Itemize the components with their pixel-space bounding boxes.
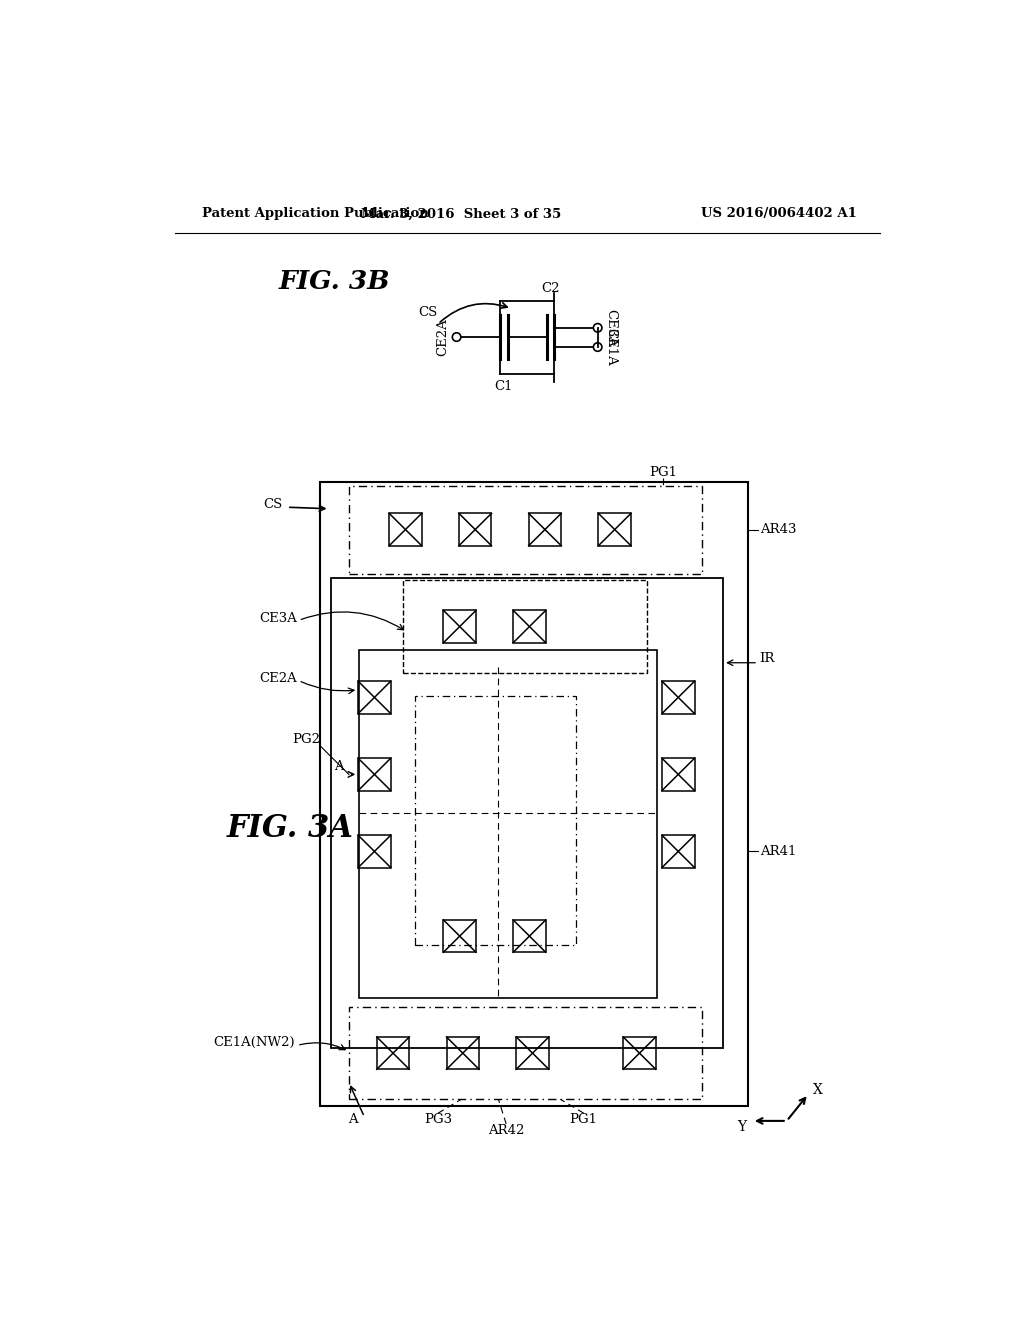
Bar [443,610,476,643]
Bar [662,681,694,714]
Bar [415,696,575,945]
Text: IR: IR [760,652,775,665]
Bar [321,482,748,1106]
Text: CE3A: CE3A [259,612,297,626]
Text: C1: C1 [495,380,513,393]
Text: X: X [813,1084,823,1097]
Bar [403,581,647,673]
Bar [598,513,631,545]
Text: AR41: AR41 [760,845,796,858]
Text: Patent Application Publication: Patent Application Publication [202,207,428,220]
Text: CE3A: CE3A [604,309,617,347]
Bar [358,681,391,714]
Bar [331,578,723,1048]
Bar [528,513,561,545]
Text: CS: CS [264,499,283,511]
Text: A: A [334,760,344,774]
Text: CE2A: CE2A [436,318,450,356]
Bar [662,836,694,867]
Text: Mar. 3, 2016  Sheet 3 of 35: Mar. 3, 2016 Sheet 3 of 35 [361,207,561,220]
Bar [389,513,422,545]
Bar [443,920,476,952]
Bar [513,610,546,643]
Text: CE1A: CE1A [604,329,617,366]
Text: PG1: PG1 [649,466,677,479]
Text: US 2016/0064402 A1: US 2016/0064402 A1 [701,207,857,220]
Text: PG2: PG2 [292,733,321,746]
Text: FIG. 3B: FIG. 3B [280,269,390,294]
Text: AR42: AR42 [488,1123,524,1137]
Bar [358,758,391,791]
Text: Y: Y [737,1121,746,1134]
Bar [359,649,656,998]
Bar [513,920,546,952]
Text: FIG. 3A: FIG. 3A [227,813,354,843]
Text: AR43: AR43 [760,523,796,536]
Text: PG3: PG3 [424,1113,452,1126]
Text: CE1A(NW2): CE1A(NW2) [213,1036,295,1049]
Text: A: A [348,1113,357,1126]
Text: PG1: PG1 [569,1113,598,1126]
Bar [662,758,694,791]
Text: CE2A: CE2A [259,672,297,685]
Bar [358,836,391,867]
Bar [377,1038,410,1069]
Bar [516,1038,549,1069]
Bar [349,1007,701,1100]
Bar [459,513,492,545]
Bar [446,1038,479,1069]
Bar [349,486,701,574]
Bar [624,1038,655,1069]
Text: CS: CS [419,306,438,319]
Text: C2: C2 [541,282,560,296]
